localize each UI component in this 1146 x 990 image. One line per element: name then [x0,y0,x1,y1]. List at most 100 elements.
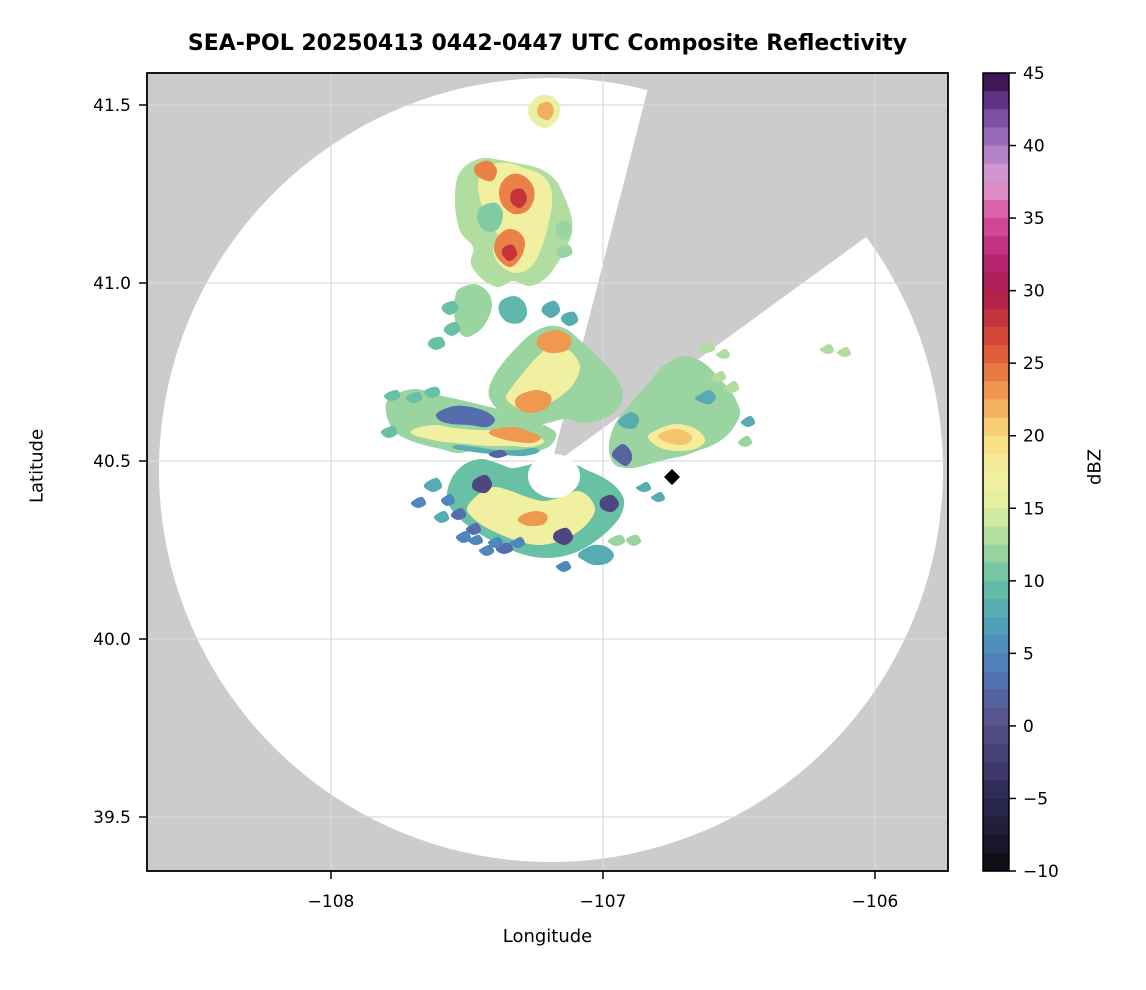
colorbar-band [983,199,1009,219]
colorbar-band [983,653,1009,673]
colorbar-band [983,417,1009,437]
colorbar-band [983,562,1009,582]
colorbar-tick-label: 35 [1023,209,1045,229]
colorbar-tick-label: 10 [1023,572,1045,592]
echo-blob [441,300,459,316]
blocked-sector-wedge [551,73,948,466]
plot-frame [146,72,949,872]
echo-blob [465,522,482,536]
plot-area [147,73,948,871]
echo-blob [555,244,573,259]
echo-blob [440,493,456,507]
colorbar-band [983,254,1009,274]
echo-blob [455,530,472,544]
colorbar-band [983,798,1009,818]
x-tick-label: −106 [852,892,899,912]
echo-blob [555,220,573,241]
plot-title: SEA-POL 20250413 0442-0447 UTC Composite… [187,31,908,56]
colorbar-band [983,617,1009,636]
echo-blob [514,390,552,414]
colorbar-tick-label: 5 [1023,644,1034,664]
colorbar-band [983,91,1009,110]
colorbar-band [983,236,1009,255]
colorbar-tick-label: 30 [1023,282,1045,302]
colorbar-tick-label: 25 [1023,354,1045,374]
x-axis-label: Longitude [502,926,593,947]
echo-blob [450,507,467,520]
site-marker-diamond [664,469,680,485]
echo-blob [836,346,852,358]
echo-blob [611,443,633,467]
colorbar-band [983,816,1009,836]
echo-blob [498,295,528,324]
colorbar-band [983,852,1009,872]
echo-blob [625,534,642,547]
x-tick-label: −108 [308,892,355,912]
echo-blob [433,510,450,524]
echo-blob [552,527,574,546]
colorbar-band [983,326,1009,346]
echo-blob [423,386,441,399]
echo-blob [473,160,498,182]
colorbar-band [983,163,1009,183]
colorbar-band [983,689,1009,709]
echo-blob [740,415,756,427]
colorbar-band [983,399,1009,419]
colorbar-band [983,671,1009,691]
echo-blob [501,244,518,262]
colorbar-band [983,145,1009,165]
echo-blob [471,474,493,494]
colorbar-band [983,381,1009,401]
colorbar-band [983,544,1009,564]
colorbar-tick-label: 20 [1023,427,1045,447]
colorbar-band [983,635,1009,654]
echo-blob [555,560,572,573]
echo-blob [467,534,484,546]
colorbar-band [983,580,1009,600]
echo-blob [723,380,740,393]
colorbar-tick-label: 45 [1023,64,1045,84]
echo-blob [710,370,727,383]
y-tick-label: 41.0 [93,274,131,294]
echo-blob [607,534,626,546]
colorbar-band [983,218,1009,237]
echo-blob [577,544,615,566]
echo-blob [423,477,443,492]
echo-blob [410,496,427,508]
y-tick-label: 39.5 [93,808,131,828]
echo-blob [509,536,526,549]
colorbar-band [983,490,1009,509]
echo-blob [452,444,540,457]
echo-blob [658,428,693,446]
echo-blob [698,341,716,353]
colorbar-band [983,272,1009,292]
colorbar-band [983,707,1009,727]
colorbar-label: dBZ [1084,448,1106,486]
colorbar-band [983,762,1009,781]
colorbar-band [983,526,1009,546]
echo-blob [488,449,508,458]
echo-blob [380,425,398,439]
y-axis-label: Latitude [26,428,48,504]
echo-blob [510,188,528,209]
colorbar-band [983,181,1009,201]
echo-blob [517,511,548,527]
colorbar-outline [982,72,1010,872]
colorbar-band [983,453,1009,473]
colorbar-band [983,598,1009,618]
colorbar-tick-label: 15 [1023,499,1045,519]
echo-blob [478,544,495,557]
echo-blob [541,300,561,319]
echo-blob [737,435,753,447]
echo-blob [453,283,493,338]
echo-blob [608,355,741,469]
colorbar-tick-label: 40 [1023,137,1045,157]
echo-blob [617,412,640,429]
y-tick-label: 40.5 [93,452,131,472]
colorbar-tick-label: 0 [1023,717,1034,737]
colorbar-band [983,472,1009,491]
echo-blob [383,389,401,401]
colorbar-band [983,363,1009,382]
echo-blob [599,494,619,513]
